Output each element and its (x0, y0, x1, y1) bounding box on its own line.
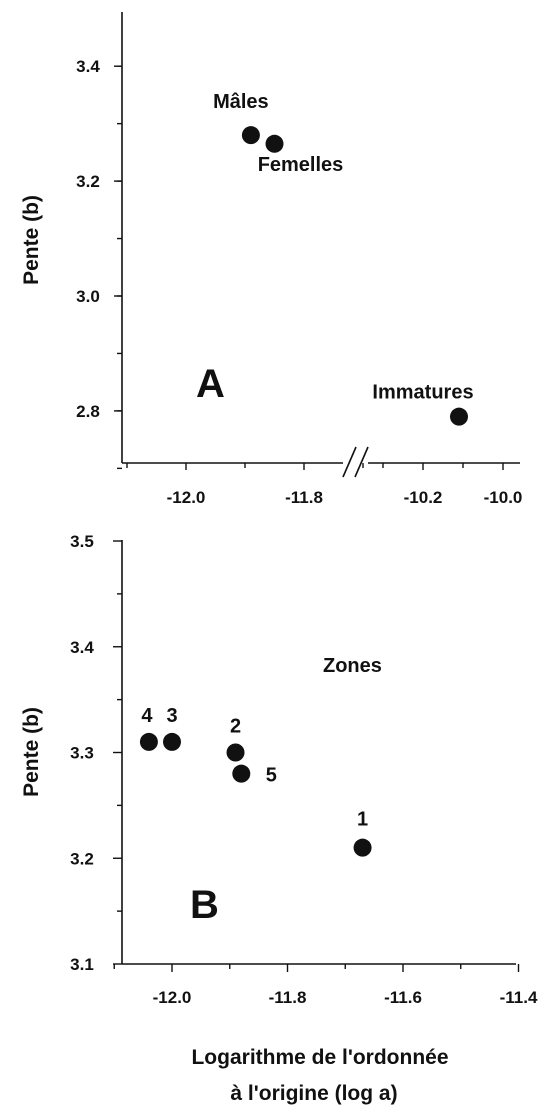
panel-a-y-ticks: 3.4 3.2 3.0 2.8 (76, 57, 122, 470)
panel-a-letter: A (196, 362, 225, 406)
panel-b-x-axis-label-line1: Logarithme de l'ordonnée (191, 1046, 448, 1069)
axis-break-mark-2 (354, 446, 369, 478)
panel-b-letter: B (190, 883, 219, 927)
point-label: 2 (230, 716, 241, 738)
data-point (226, 743, 245, 762)
point-label: 4 (141, 705, 153, 727)
data-point (450, 407, 468, 426)
y-tick-label: 3.3 (70, 744, 94, 763)
point-label: 3 (166, 705, 177, 727)
panel-b-y-ticks: 3.5 3.4 3.3 3.2 3.1 (70, 532, 122, 974)
data-point (353, 838, 372, 857)
x-tick-label: -10.0 (484, 488, 523, 507)
x-tick-label: -12.0 (167, 488, 206, 507)
panel-b-x-axis-label-line2: à l'origine (log a) (230, 1082, 397, 1105)
y-tick-label: 3.4 (76, 57, 100, 76)
panel-a: 3.4 3.2 3.0 2.8 -12.0 -11.8 -10.2 -10.0 Mâles F… (20, 12, 522, 507)
x-tick-label: -11.4 (500, 988, 538, 1007)
panel-b-y-axis-label: Pente (b) (20, 707, 43, 797)
panel-b: 3.5 3.4 3.3 3.2 3.1 -12.0 -11.8 -11.6 -11.4 1 2 3… (20, 532, 538, 1105)
y-tick-label: 3.2 (76, 172, 100, 191)
point-label: Femelles (258, 154, 344, 176)
panel-b-zones-annotation: Zones (323, 655, 382, 677)
x-tick-label: -11.6 (384, 988, 422, 1007)
panel-b-points: 1 2 34 5 (139, 705, 372, 857)
panel-a-points: Mâles Femelles Immatures (213, 91, 474, 426)
data-point (139, 732, 158, 751)
y-tick-label: 2.8 (76, 402, 100, 421)
data-point (241, 126, 260, 145)
panel-b-x-ticks: -12.0 -11.8 -11.6 -11.4 (113, 964, 538, 1007)
point-label: Immatures (372, 382, 473, 404)
y-tick-label: 3.2 (70, 849, 94, 868)
data-point (163, 732, 181, 751)
y-tick-label: 3.0 (76, 287, 100, 306)
point-label: 1 (357, 809, 368, 831)
point-label: Mâles (213, 91, 269, 113)
y-tick-label: 3.4 (70, 638, 94, 657)
y-tick-label: 3.1 (70, 955, 94, 974)
point-label: 5 (266, 765, 277, 787)
y-tick-label: 3.5 (70, 532, 94, 551)
data-point (265, 134, 284, 153)
x-tick-label: -12.0 (153, 988, 192, 1007)
data-point (232, 764, 251, 783)
x-tick-label: -11.8 (285, 488, 323, 507)
axis-break-mark-1 (342, 446, 357, 478)
x-tick-label: -10.2 (404, 488, 443, 507)
x-tick-label: -11.8 (269, 988, 307, 1007)
panel-a-x-ticks: -12.0 -11.8 -10.2 -10.0 (126, 463, 523, 507)
panel-a-y-axis-label: Pente (b) (20, 195, 43, 285)
